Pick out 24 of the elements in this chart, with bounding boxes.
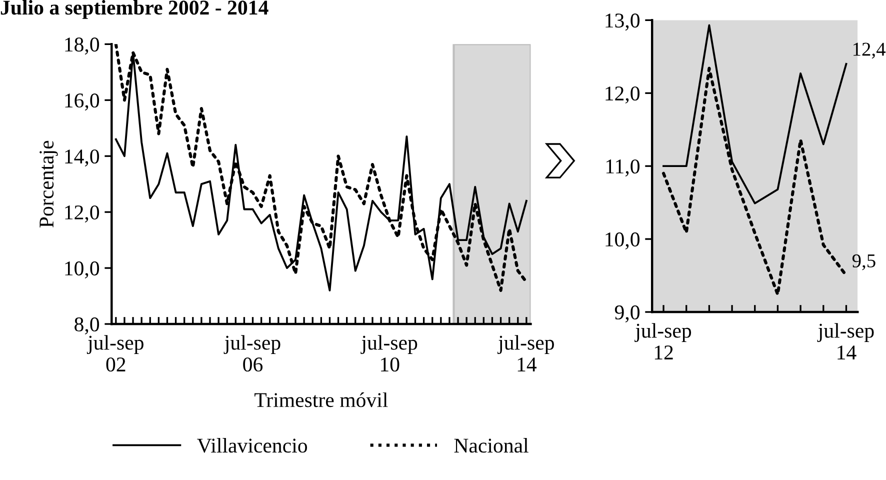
x-tick-label: jul-sep 12 <box>634 323 692 360</box>
y-tick-label: 16,0 <box>65 94 100 111</box>
legend-label: Villavicencio <box>197 438 308 453</box>
data-label: 9,5 <box>852 254 876 270</box>
y-tick-label: 12,0 <box>65 205 100 222</box>
legend-label: Nacional <box>454 438 528 453</box>
y-tick-label: 12,0 <box>606 86 640 104</box>
y-tick-label: 10,0 <box>606 232 640 250</box>
x-tick-label: jul-sep 06 <box>224 335 280 372</box>
y-tick-label: 8,0 <box>74 317 100 334</box>
y-tick-label: 18,0 <box>65 38 100 55</box>
data-label: 12,4 <box>853 42 886 59</box>
x-tick-label: jul-sep 10 <box>360 335 418 372</box>
x-tick-label: jul-sep 14 <box>817 323 874 360</box>
x-tick-label: jul-sep 02 <box>86 335 144 372</box>
y-tick-label: 14,0 <box>65 149 100 167</box>
x-tick-label: jul-sep 14 <box>497 335 554 372</box>
x-axis-title: Trimestre móvil <box>254 392 388 408</box>
y-tick-label: 9,0 <box>614 305 640 322</box>
y-axis-title: Porcentaje <box>40 140 58 228</box>
y-tick-label: 11,0 <box>606 159 640 177</box>
y-tick-label: 13,0 <box>606 14 640 31</box>
y-tick-label: 10,0 <box>65 261 100 278</box>
chart-title: Julio a septiembre 2002 - 2014 <box>0 0 268 19</box>
